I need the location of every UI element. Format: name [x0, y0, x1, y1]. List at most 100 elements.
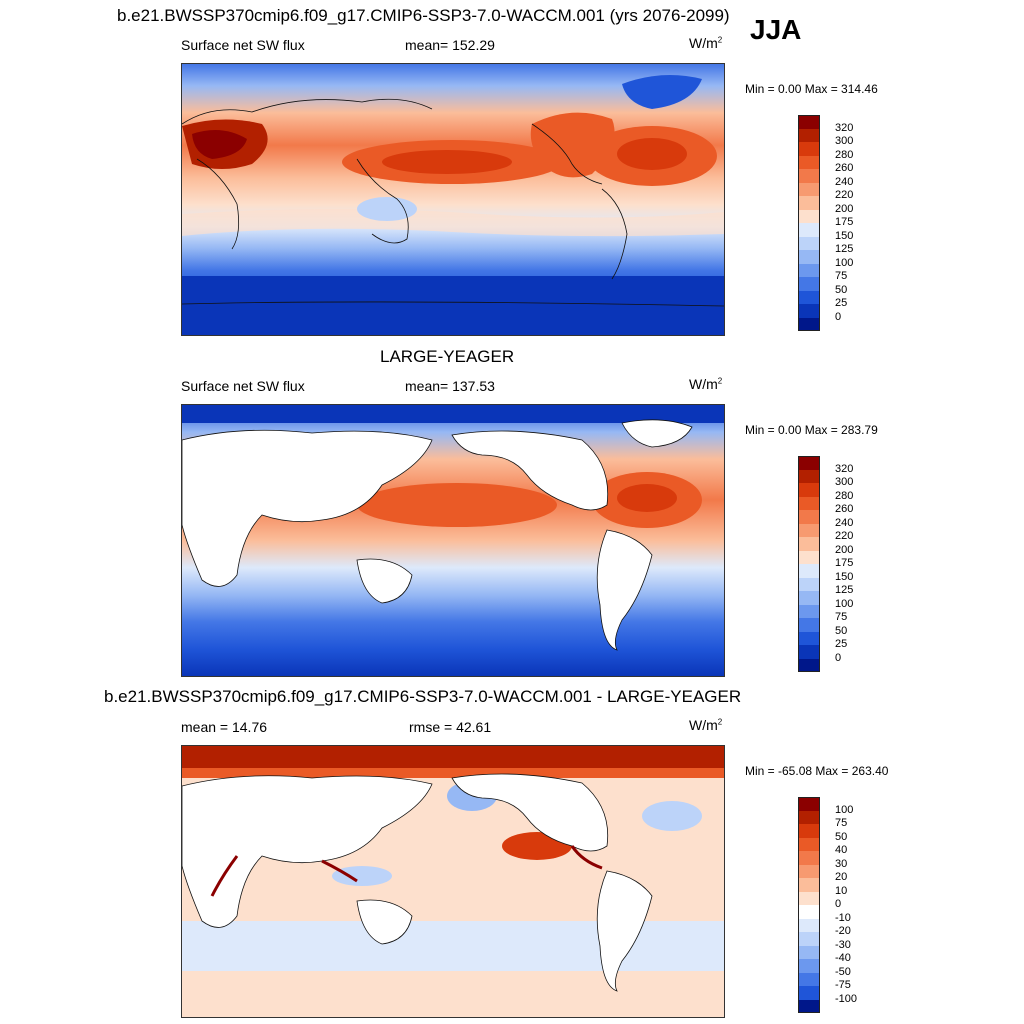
panel-1-map [181, 63, 725, 336]
colorbar-tick-label: 280 [835, 148, 854, 161]
colorbar-swatch [798, 537, 820, 551]
panel-3-rmse-label: rmse = 42.61 [409, 719, 492, 735]
colorbar-swatch [798, 810, 820, 824]
colorbar-tick-label: 0 [835, 651, 842, 664]
colorbar-swatch [798, 918, 820, 932]
colorbar-tick-label: 10 [835, 884, 848, 897]
colorbar-tick-label: 25 [835, 297, 848, 309]
colorbar-swatch [798, 236, 820, 250]
panel-1-variable-label: Surface net SW flux [181, 37, 305, 53]
colorbar-tick-label: 220 [835, 530, 854, 542]
colorbar-swatch [798, 115, 820, 129]
colorbar-tick-label: 75 [835, 817, 848, 829]
colorbar-swatch [798, 277, 820, 291]
colorbar-swatch [798, 263, 820, 277]
panel-2-mean-label: mean= 137.53 [405, 378, 495, 394]
colorbar-tick-label: 175 [835, 557, 854, 569]
colorbar-tick-label: 20 [835, 871, 848, 883]
colorbar-tick-label: 320 [835, 462, 854, 475]
colorbar-tick-label: 50 [835, 624, 848, 637]
colorbar-tick-label: 0 [835, 898, 842, 910]
colorbar-swatch [798, 250, 820, 264]
colorbar-tick-label: 100 [835, 803, 854, 816]
colorbar-swatch [798, 456, 820, 470]
colorbar-swatch [798, 986, 820, 1000]
panel-2-units: W/m2 [689, 376, 723, 392]
panel-2-variable-label: Surface net SW flux [181, 378, 305, 394]
colorbar-swatch [798, 182, 820, 196]
colorbar-swatch [798, 905, 820, 919]
colorbar-tick-label: 280 [835, 489, 854, 502]
panel-3-mean-label: mean = 14.76 [181, 719, 268, 735]
colorbar-tick-label: 240 [835, 175, 854, 188]
panel-2-colorbar [798, 456, 820, 672]
colorbar-swatch [798, 577, 820, 591]
colorbar-tick-label: 150 [835, 229, 854, 242]
panel-2-minmax: Min = 0.00 Max = 283.79 [745, 423, 878, 437]
colorbar-tick-label: 260 [835, 503, 854, 515]
colorbar-swatch [798, 317, 820, 331]
colorbar-tick-label: 300 [835, 135, 854, 147]
colorbar-tick-label: 30 [835, 857, 848, 870]
colorbar-tick-label: 0 [835, 310, 842, 323]
colorbar-swatch [798, 550, 820, 564]
colorbar-swatch [798, 658, 820, 672]
colorbar-tick-label: 220 [835, 189, 854, 201]
panel-2-map [181, 404, 725, 677]
panel-3-title: b.e21.BWSSP370cmip6.f09_g17.CMIP6-SSP3-7… [104, 687, 742, 706]
colorbar-swatch [798, 591, 820, 605]
colorbar-tick-label: 150 [835, 570, 854, 583]
colorbar-swatch [798, 223, 820, 237]
colorbar-swatch [798, 959, 820, 973]
colorbar-swatch [798, 932, 820, 946]
colorbar-swatch [798, 618, 820, 632]
colorbar-tick-label: 260 [835, 162, 854, 174]
colorbar-swatch [798, 169, 820, 183]
panel-2-title: LARGE-YEAGER [380, 347, 515, 366]
colorbar-tick-label: 100 [835, 597, 854, 610]
colorbar-tick-label: 50 [835, 283, 848, 296]
colorbar-tick-label: -75 [835, 979, 851, 991]
colorbar-tick-label: -40 [835, 952, 851, 964]
colorbar-swatch [798, 523, 820, 537]
colorbar-tick-label: 240 [835, 516, 854, 529]
colorbar-swatch [798, 196, 820, 210]
colorbar-tick-label: 125 [835, 584, 854, 596]
colorbar-swatch [798, 864, 820, 878]
colorbar-tick-label: 50 [835, 830, 848, 843]
colorbar-swatch [798, 564, 820, 578]
colorbar-swatch [798, 797, 820, 811]
colorbar-tick-label: 300 [835, 476, 854, 488]
panel-3-colorbar [798, 797, 820, 1013]
panel-3-map [181, 745, 725, 1018]
colorbar-tick-label: 125 [835, 243, 854, 255]
colorbar-swatch [798, 209, 820, 223]
colorbar-tick-label: -30 [835, 938, 851, 951]
colorbar-tick-label: 75 [835, 611, 848, 623]
colorbar-tick-label: 100 [835, 256, 854, 269]
colorbar-swatch [798, 824, 820, 838]
colorbar-swatch [798, 878, 820, 892]
colorbar-swatch [798, 945, 820, 959]
colorbar-tick-label: 175 [835, 216, 854, 228]
colorbar-swatch [798, 496, 820, 510]
colorbar-tick-label: -10 [835, 911, 851, 924]
panel-1-minmax: Min = 0.00 Max = 314.46 [745, 82, 878, 96]
colorbar-swatch [798, 290, 820, 304]
colorbar-tick-label: -50 [835, 965, 851, 978]
panel-3-minmax: Min = -65.08 Max = 263.40 [745, 764, 889, 778]
colorbar-swatch [798, 142, 820, 156]
colorbar-tick-label: 75 [835, 270, 848, 282]
colorbar-tick-label: 320 [835, 121, 854, 134]
colorbar-swatch [798, 155, 820, 169]
colorbar-swatch [798, 645, 820, 659]
colorbar-tick-label: 200 [835, 543, 854, 556]
colorbar-tick-label: -100 [835, 992, 858, 1005]
panel-1-title: b.e21.BWSSP370cmip6.f09_g17.CMIP6-SSP3-7… [117, 6, 730, 25]
colorbar-swatch [798, 999, 820, 1013]
colorbar-tick-label: 25 [835, 638, 848, 650]
panel-1-units: W/m2 [689, 35, 723, 51]
colorbar-swatch [798, 510, 820, 524]
panel-1-mean-label: mean= 152.29 [405, 37, 495, 53]
colorbar-swatch [798, 837, 820, 851]
